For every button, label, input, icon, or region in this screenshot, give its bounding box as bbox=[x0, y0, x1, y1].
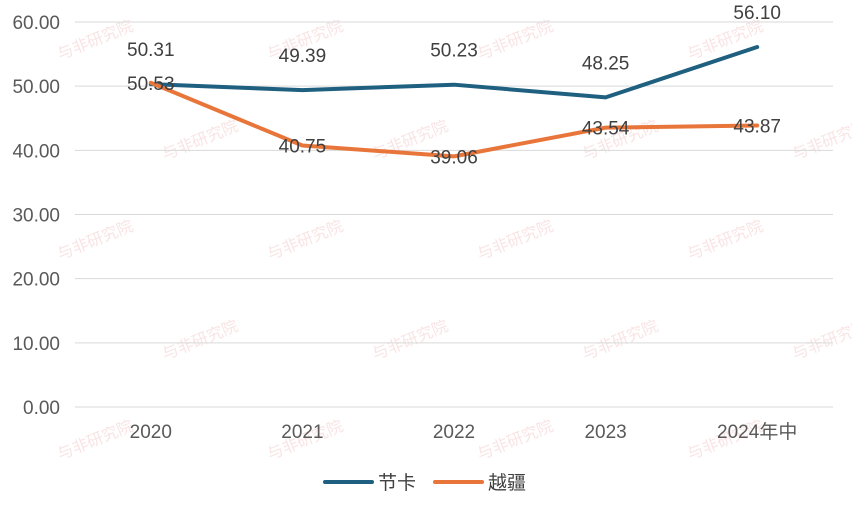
data-label: 39.06 bbox=[430, 147, 478, 168]
data-labels: 50.31 49.39 50.23 48.25 56.10 50.53 40.75 39.06… bbox=[127, 3, 781, 168]
watermark-text: 与非研究院 bbox=[790, 117, 852, 164]
data-label: 50.31 bbox=[127, 40, 175, 61]
watermark-text: 与非研究院 bbox=[370, 317, 451, 364]
x-axis: 2020 2021 2022 2023 2024年中 bbox=[130, 421, 798, 443]
legend-label: 越疆 bbox=[488, 472, 526, 494]
y-axis: 0.00 10.00 20.00 30.00 40.00 50.00 60.00 bbox=[12, 13, 60, 419]
data-label: 48.25 bbox=[582, 53, 630, 74]
y-tick-label: 30.00 bbox=[12, 206, 60, 227]
x-tick-label: 2022 bbox=[433, 422, 475, 443]
watermark-text: 与非研究院 bbox=[265, 217, 346, 264]
series-layer bbox=[148, 45, 760, 159]
y-tick-label: 10.00 bbox=[12, 334, 60, 355]
data-label: 50.53 bbox=[127, 74, 175, 95]
series-line-2 bbox=[148, 80, 760, 159]
x-tick-label: 2021 bbox=[281, 422, 323, 443]
watermark-text: 与非研究院 bbox=[55, 217, 136, 264]
data-label: 40.75 bbox=[279, 137, 327, 158]
watermark-text: 与非研究院 bbox=[475, 417, 556, 464]
watermark-text: 与非研究院 bbox=[55, 17, 136, 64]
legend-label: 节卡 bbox=[378, 472, 416, 494]
y-tick-label: 60.00 bbox=[12, 13, 60, 34]
watermark-text: 与非研究院 bbox=[55, 417, 136, 464]
data-label: 43.54 bbox=[582, 119, 630, 140]
data-label: 43.87 bbox=[733, 117, 781, 138]
watermark-text: 与非研究院 bbox=[475, 17, 556, 64]
data-label: 49.39 bbox=[279, 46, 327, 67]
y-tick-label: 0.00 bbox=[23, 398, 60, 419]
watermark-text: 与非研究院 bbox=[685, 217, 766, 264]
watermark-text: 与非研究院 bbox=[160, 317, 241, 364]
watermark-text: 与非研究院 bbox=[475, 217, 556, 264]
legend: 节卡 越疆 bbox=[323, 472, 526, 494]
data-label: 50.23 bbox=[430, 41, 478, 62]
watermark-text: 与非研究院 bbox=[160, 117, 241, 164]
x-tick-label: 2020 bbox=[130, 422, 172, 443]
data-label: 56.10 bbox=[733, 3, 781, 24]
x-tick-label: 2024年中 bbox=[717, 421, 797, 443]
y-tick-label: 20.00 bbox=[12, 270, 60, 291]
watermark-text: 与非研究院 bbox=[790, 317, 852, 364]
y-tick-label: 50.00 bbox=[12, 77, 60, 98]
watermark-text: 与非研究院 bbox=[580, 317, 661, 364]
y-tick-label: 40.00 bbox=[12, 141, 60, 162]
x-tick-label: 2023 bbox=[584, 422, 626, 443]
